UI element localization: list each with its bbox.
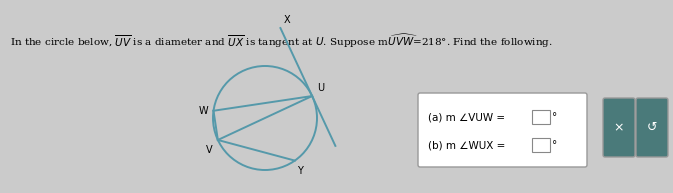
Text: W: W [199, 106, 209, 116]
Text: V: V [206, 145, 213, 155]
Text: ×: × [614, 121, 625, 134]
Text: X: X [283, 15, 290, 25]
Bar [532, 110, 550, 124]
Text: Y: Y [297, 166, 303, 176]
Text: (a) m ∠VUW =: (a) m ∠VUW = [428, 112, 508, 122]
Text: In the circle below, $\overline{UV}$ is a diameter and $\overline{UX}$ is tangen: In the circle below, $\overline{UV}$ is … [10, 32, 553, 50]
Text: U: U [317, 83, 324, 93]
FancyBboxPatch shape [418, 93, 587, 167]
Text: ↺: ↺ [647, 121, 658, 134]
Text: °: ° [552, 140, 557, 150]
FancyBboxPatch shape [636, 98, 668, 157]
FancyBboxPatch shape [603, 98, 635, 157]
Bar [532, 138, 550, 152]
Text: (b) m ∠WUX =: (b) m ∠WUX = [428, 140, 509, 150]
Text: °: ° [552, 112, 557, 122]
